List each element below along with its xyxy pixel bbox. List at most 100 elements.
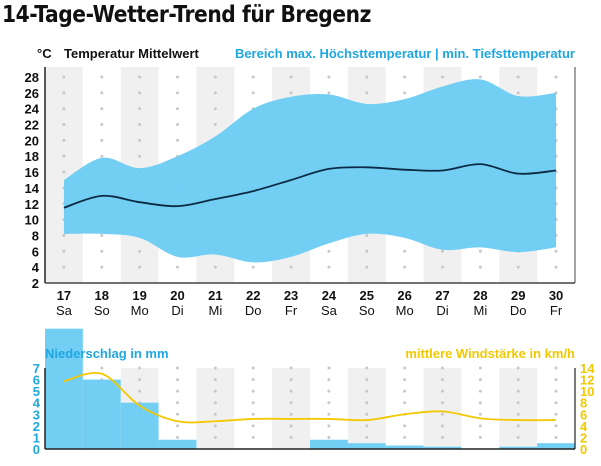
grid-dot: [403, 401, 407, 405]
grid-dot: [365, 265, 369, 269]
x-tick-day: 29: [511, 288, 525, 303]
grid-dot: [403, 366, 407, 370]
grid-dot: [213, 265, 217, 269]
grid-dot: [327, 424, 331, 428]
grid-dot: [441, 435, 444, 439]
grid-dot: [176, 123, 179, 127]
grid-dot: [365, 412, 369, 416]
y-tick-label: 24: [25, 102, 40, 117]
grid-dot: [289, 378, 293, 382]
precipitation-bar: [499, 446, 538, 449]
grid-dot: [289, 424, 293, 428]
x-tick-weekday: Sa: [321, 303, 338, 318]
wind-tick-label: 4: [580, 419, 588, 434]
grid-dot: [176, 138, 179, 142]
grid-dot: [289, 366, 293, 370]
grid-dot: [327, 75, 331, 79]
precip-tick-label: 5: [33, 384, 40, 399]
grid-dot: [478, 389, 482, 393]
grid-dot: [365, 91, 369, 95]
precipitation-bar: [347, 443, 386, 449]
grid-dot: [62, 249, 66, 253]
grid-dot: [100, 233, 104, 237]
grid-dot: [176, 366, 179, 370]
day-band: [196, 368, 235, 449]
x-tick-day: 21: [208, 288, 222, 303]
grid-dot: [554, 75, 558, 79]
grid-dot: [516, 424, 520, 428]
precip-tick-label: 0: [33, 442, 40, 457]
y-tick-label: 8: [32, 228, 39, 243]
x-tick-day: 17: [57, 288, 71, 303]
grid-dot: [100, 154, 104, 158]
grid-dot: [516, 75, 520, 79]
wind-tick-label: 10: [580, 384, 594, 399]
y-tick-label: 4: [32, 260, 40, 275]
wind-speed-line: [63, 371, 557, 424]
grid-dot: [138, 123, 142, 127]
grid-dot: [554, 412, 558, 416]
precip-tick-label: 6: [33, 373, 40, 388]
grid-dot: [365, 435, 369, 439]
x-tick-day: 26: [397, 288, 411, 303]
x-tick-weekday: Mi: [473, 303, 487, 318]
grid-dot: [251, 389, 255, 393]
grid-dot: [62, 107, 66, 111]
grid-dot: [516, 378, 520, 382]
wind-tick-label: 8: [580, 396, 587, 411]
grid-dot: [100, 75, 104, 79]
grid-dot: [289, 401, 293, 405]
temperature-range-area: [63, 79, 557, 263]
grid-dot: [213, 412, 217, 416]
grid-dot: [365, 401, 369, 405]
grid-dot: [403, 249, 407, 253]
grid-dot: [62, 75, 66, 79]
grid-dot: [289, 435, 293, 439]
grid-dot: [554, 249, 558, 253]
grid-dot: [100, 249, 104, 253]
day-band: [347, 368, 386, 449]
grid-dot: [62, 91, 66, 95]
grid-dot: [478, 401, 482, 405]
precipitation-bar: [385, 445, 424, 449]
precipitation-bar: [120, 402, 159, 449]
grid-dot: [441, 424, 444, 428]
day-band: [423, 368, 462, 449]
grid-dot: [478, 366, 482, 370]
grid-dot: [441, 378, 444, 382]
grid-dot: [289, 91, 293, 95]
wind-line: [63, 371, 557, 424]
grid-dot: [289, 265, 293, 269]
temperature-range-band: [63, 79, 557, 263]
grid-dot: [176, 412, 179, 416]
grid-dot: [62, 170, 66, 174]
legend-temperature-range: Bereich max. Höchsttemperatur | min. Tie…: [234, 46, 575, 61]
x-tick-day: 24: [322, 288, 337, 303]
grid-dot: [289, 412, 293, 416]
grid-dot: [516, 389, 520, 393]
grid-dot: [403, 389, 407, 393]
grid-dot: [176, 265, 179, 269]
grid-dot: [213, 378, 217, 382]
grid-dot: [138, 91, 142, 95]
grid-dot: [213, 123, 217, 127]
grid-dot: [478, 378, 482, 382]
y-tick-label: 20: [25, 133, 39, 148]
x-tick-day: 18: [95, 288, 109, 303]
precip-tick-label: 1: [33, 430, 40, 445]
grid-dot: [516, 412, 520, 416]
grid-dot: [176, 107, 179, 111]
grid-dot: [365, 233, 369, 237]
grid-dot: [176, 378, 179, 382]
grid-dot: [441, 249, 444, 253]
grid-dot: [251, 424, 255, 428]
grid-dot: [327, 389, 331, 393]
grid-dot: [176, 75, 179, 79]
precipitation-bar: [423, 446, 462, 449]
grid-dot: [478, 249, 482, 253]
y-tick-label: 14: [25, 181, 40, 196]
grid-dot: [441, 412, 444, 416]
grid-dot: [403, 91, 407, 95]
grid-dot: [327, 412, 331, 416]
